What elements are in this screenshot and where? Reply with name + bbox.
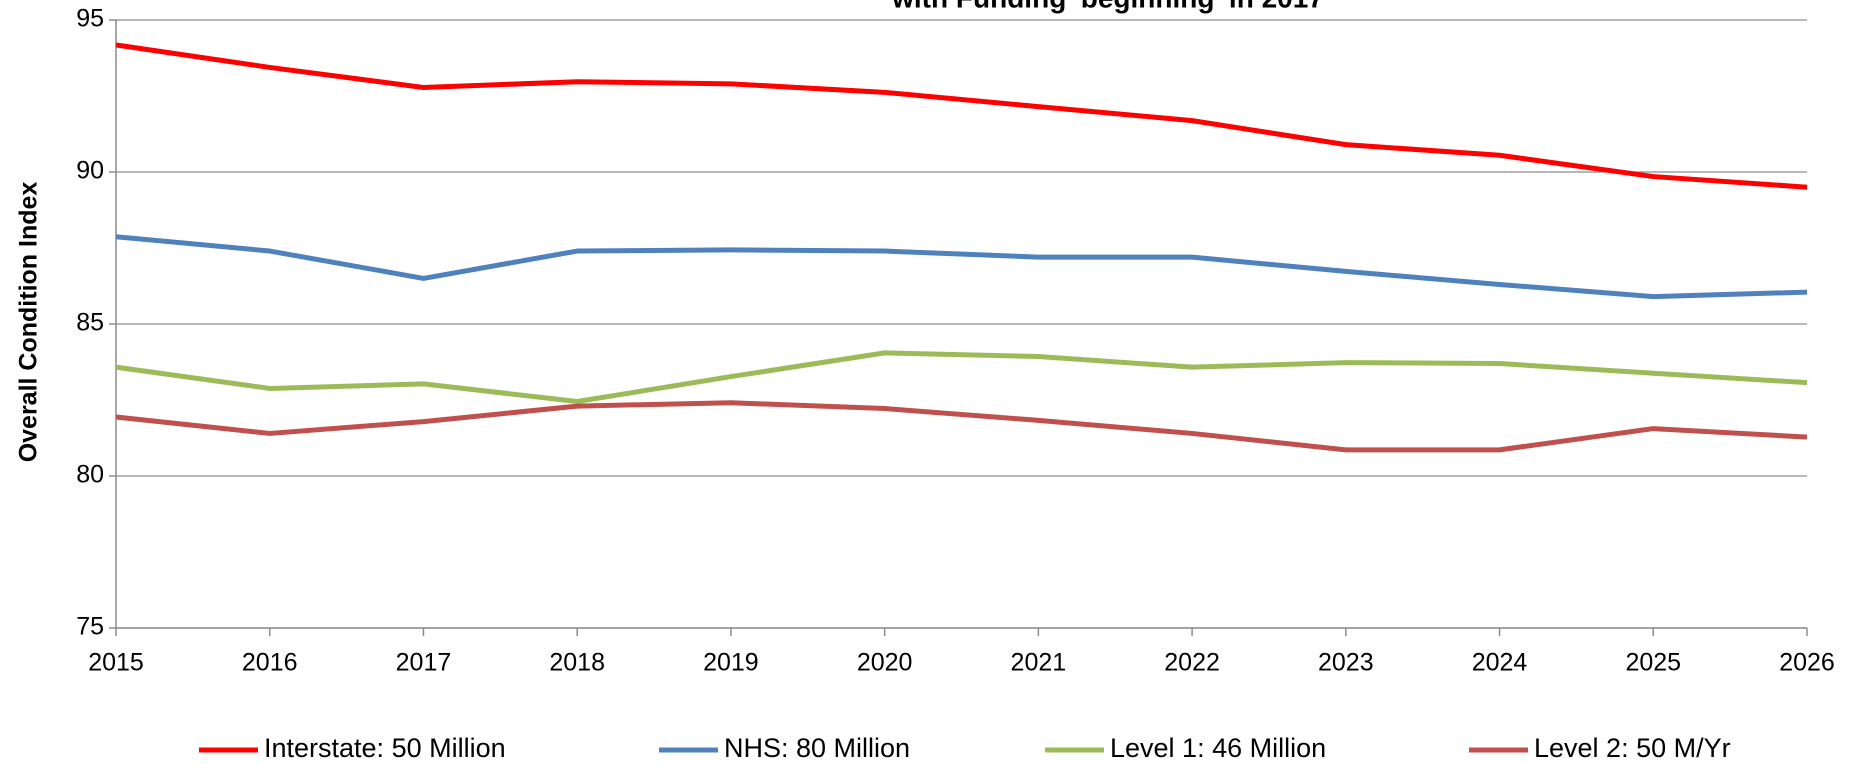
y-tick-label: 90: [76, 157, 104, 185]
y-tick-label: 95: [76, 5, 104, 33]
x-tick-label: 2015: [88, 649, 144, 677]
y-tick-label: 85: [76, 309, 104, 337]
x-tick-label: 2020: [857, 649, 913, 677]
series-line: [115, 400, 1808, 453]
legend-label: Level 2: 50 M/Yr: [1534, 733, 1731, 763]
legend-label: Interstate: 50 Million: [264, 733, 506, 763]
series-line: [115, 42, 1808, 190]
x-tick-label: 2022: [1164, 649, 1220, 677]
x-tick-label: 2019: [703, 649, 759, 677]
x-tick-label: 2017: [396, 649, 452, 677]
legend-label: NHS: 80 Million: [724, 733, 910, 763]
y-tick-label: 80: [76, 461, 104, 489]
x-tick-label: 2026: [1779, 649, 1835, 677]
x-tick-label: 2023: [1318, 649, 1374, 677]
series-line: [115, 234, 1808, 300]
y-axis-label: Overall Condition Index: [15, 182, 43, 463]
x-tick-label: 2024: [1472, 649, 1528, 677]
legend-label: Level 1: 46 Million: [1110, 733, 1326, 763]
x-tick-label: 2021: [1011, 649, 1067, 677]
x-tick-label: 2018: [549, 649, 605, 677]
x-tick-label: 2016: [242, 649, 298, 677]
chart-title: with Funding 'beginning' in 2017: [891, 0, 1324, 13]
series-line: [115, 350, 1808, 405]
y-tick-label: 75: [76, 613, 104, 641]
x-tick-label: 2025: [1625, 649, 1681, 677]
